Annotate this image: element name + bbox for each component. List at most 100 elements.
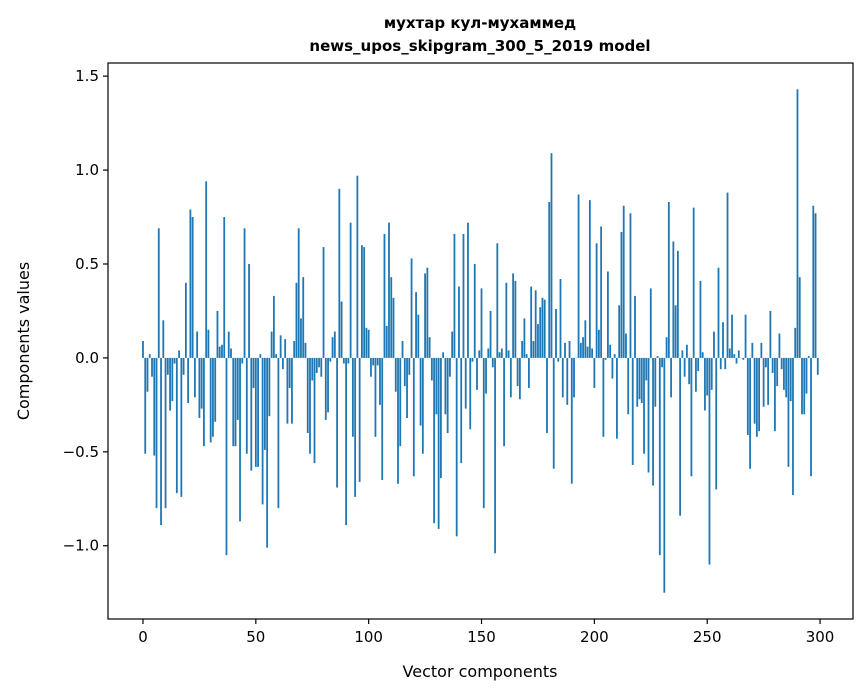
bar-74 [309, 357, 311, 454]
bar-99 [365, 327, 368, 358]
bar-154 [489, 310, 492, 358]
x-tick-label: 100 [354, 628, 383, 646]
bar-150 [480, 288, 483, 358]
bar-42 [236, 357, 239, 420]
bar-111 [392, 297, 395, 358]
bar-55 [266, 357, 269, 548]
bar-65 [288, 357, 291, 388]
bar-20 [187, 357, 190, 403]
bar-220 [638, 357, 641, 400]
bar-156 [494, 357, 496, 554]
bar-116 [403, 357, 406, 387]
bar-215 [627, 357, 630, 415]
bar-6 [155, 357, 158, 509]
bar-203 [600, 226, 603, 358]
bar-46 [245, 357, 248, 454]
bar-275 [762, 357, 765, 407]
bar-1 [144, 357, 147, 454]
bar-204 [602, 357, 605, 437]
bar-270 [751, 342, 754, 358]
bar-256 [719, 357, 722, 370]
bar-294 [805, 357, 808, 394]
bar-3 [148, 354, 151, 358]
bar-93 [351, 357, 354, 437]
bar-58 [272, 295, 275, 358]
bar-268 [746, 357, 749, 435]
bar-161 [505, 282, 508, 358]
bar-53 [261, 357, 264, 505]
x-axis: 0 50 100 150 200 250 300 [138, 619, 834, 646]
bar-284 [783, 357, 785, 390]
bar-245 [695, 357, 697, 392]
bar-223 [645, 357, 648, 381]
bar-110 [390, 277, 393, 358]
bar-148 [476, 357, 478, 390]
bar-19 [184, 282, 187, 358]
bar-164 [512, 273, 515, 358]
bar-232 [665, 337, 668, 358]
bar-288 [792, 357, 794, 496]
bar-129 [433, 357, 436, 524]
bar-32 [214, 357, 217, 422]
bar-94 [354, 357, 357, 497]
bar-279 [771, 357, 774, 373]
bar-8 [160, 357, 162, 526]
bar-98 [363, 247, 366, 358]
bar-250 [706, 357, 709, 396]
bar-85 [333, 331, 336, 358]
bar-27 [203, 357, 205, 447]
bar-191 [573, 357, 575, 398]
bar-68 [295, 282, 298, 358]
bar-152 [485, 357, 487, 394]
bar-159 [500, 348, 503, 358]
bar-45 [243, 228, 246, 358]
bar-229 [658, 357, 661, 556]
bar-251 [708, 357, 711, 565]
bar-35 [221, 344, 223, 358]
bar-286 [787, 357, 790, 467]
bar-255 [717, 267, 720, 358]
bar-78 [318, 357, 320, 368]
bar-160 [503, 357, 505, 447]
bar-52 [259, 354, 262, 358]
bar-147 [473, 263, 476, 358]
bar-138 [453, 233, 456, 358]
bar-101 [370, 357, 372, 377]
bar-33 [216, 310, 219, 358]
bar-225 [649, 288, 652, 358]
bar-149 [478, 350, 481, 358]
bar-183 [555, 309, 557, 358]
bar-34 [218, 346, 221, 358]
bar-72 [304, 342, 307, 358]
bar-285 [785, 357, 788, 398]
bar-198 [588, 200, 591, 358]
bar-80 [322, 247, 325, 358]
bar-113 [397, 357, 399, 484]
bar-244 [692, 207, 695, 358]
x-tick-label: 50 [246, 628, 265, 646]
bar-7 [157, 228, 160, 358]
bar-180 [548, 202, 551, 358]
bar-182 [552, 357, 555, 469]
bar-239 [681, 350, 684, 358]
bar-10 [164, 357, 167, 509]
bar-39 [230, 348, 232, 358]
bar-226 [652, 357, 654, 486]
bar-168 [521, 341, 524, 358]
bar-243 [690, 357, 693, 477]
bar-151 [482, 357, 485, 509]
bar-187 [564, 342, 566, 358]
bar-127 [428, 337, 431, 358]
x-tick-label: 0 [138, 628, 148, 646]
bar-51 [257, 357, 259, 467]
bar-170 [525, 354, 528, 358]
bar-190 [570, 357, 573, 484]
bar-240 [683, 357, 686, 377]
bar-62 [282, 357, 284, 370]
bar-91 [347, 357, 350, 364]
bar-172 [530, 286, 533, 358]
bar-92 [349, 222, 352, 358]
bar-167 [518, 357, 521, 400]
bar-206 [606, 271, 609, 358]
bar-269 [749, 357, 751, 469]
